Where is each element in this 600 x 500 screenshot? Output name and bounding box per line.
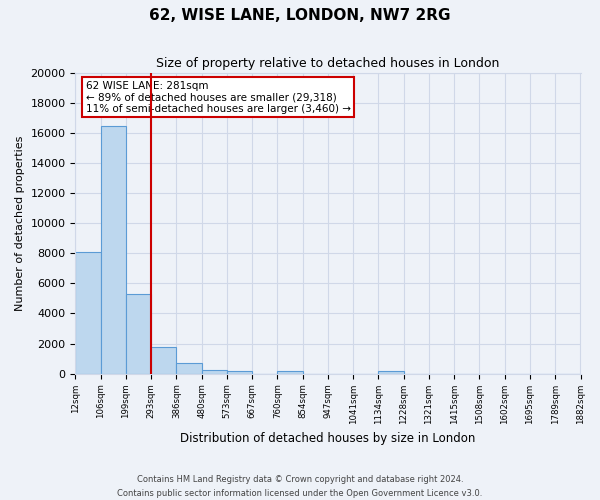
Bar [151,348,176,374]
Text: 62 WISE LANE: 281sqm
← 89% of detached houses are smaller (29,318)
11% of semi-d: 62 WISE LANE: 281sqm ← 89% of detached h… [86,80,350,114]
Bar [176,363,202,374]
Text: Contains HM Land Registry data © Crown copyright and database right 2024.
Contai: Contains HM Land Registry data © Crown c… [118,476,482,498]
Bar [202,370,227,374]
Title: Size of property relative to detached houses in London: Size of property relative to detached ho… [156,58,500,70]
Bar [379,372,404,374]
Bar [101,126,126,374]
Bar [227,371,252,374]
Bar [277,370,302,374]
Bar [76,252,101,374]
Bar [126,294,151,374]
Y-axis label: Number of detached properties: Number of detached properties [15,136,25,311]
X-axis label: Distribution of detached houses by size in London: Distribution of detached houses by size … [180,432,476,445]
Text: 62, WISE LANE, LONDON, NW7 2RG: 62, WISE LANE, LONDON, NW7 2RG [149,8,451,22]
